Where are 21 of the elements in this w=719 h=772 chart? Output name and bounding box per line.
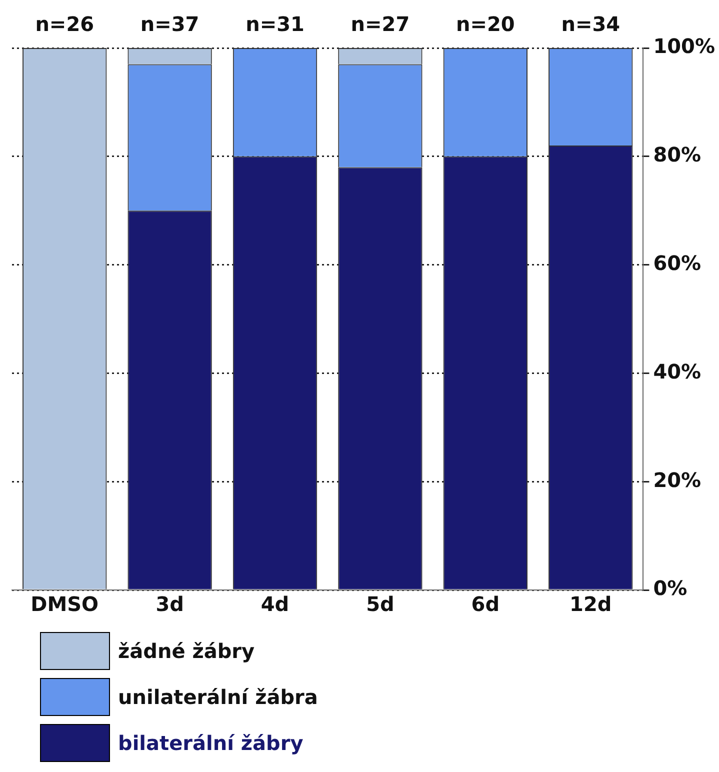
annotation: n=27 <box>350 12 410 36</box>
y-tick-label: 20% <box>653 468 702 492</box>
y-tick-label: 60% <box>653 251 702 276</box>
annotation: n=37 <box>140 12 200 36</box>
y-tick-label: 0% <box>653 576 688 600</box>
annotation: n=20 <box>456 12 515 36</box>
x-tick-label: 3d <box>156 592 184 616</box>
y-tick-label: 100% <box>653 34 716 58</box>
annotation: n=26 <box>35 12 94 36</box>
x-tick-label: DMSO <box>30 592 99 616</box>
annotation: n=34 <box>561 12 620 36</box>
x-tick-label: 5d <box>366 592 394 616</box>
annotation: n=31 <box>246 12 304 36</box>
x-tick-label: 6d <box>471 592 500 616</box>
x-tick-label: 12d <box>570 592 612 616</box>
x-tick-label: 4d <box>260 592 290 616</box>
legend-label: žádné žábry <box>118 639 255 663</box>
text: bilaterální žábry <box>118 731 304 755</box>
y-tick-label: 40% <box>653 359 702 384</box>
y-tick-label: 80% <box>653 142 702 167</box>
legend-label: unilaterální žábra <box>118 685 318 709</box>
